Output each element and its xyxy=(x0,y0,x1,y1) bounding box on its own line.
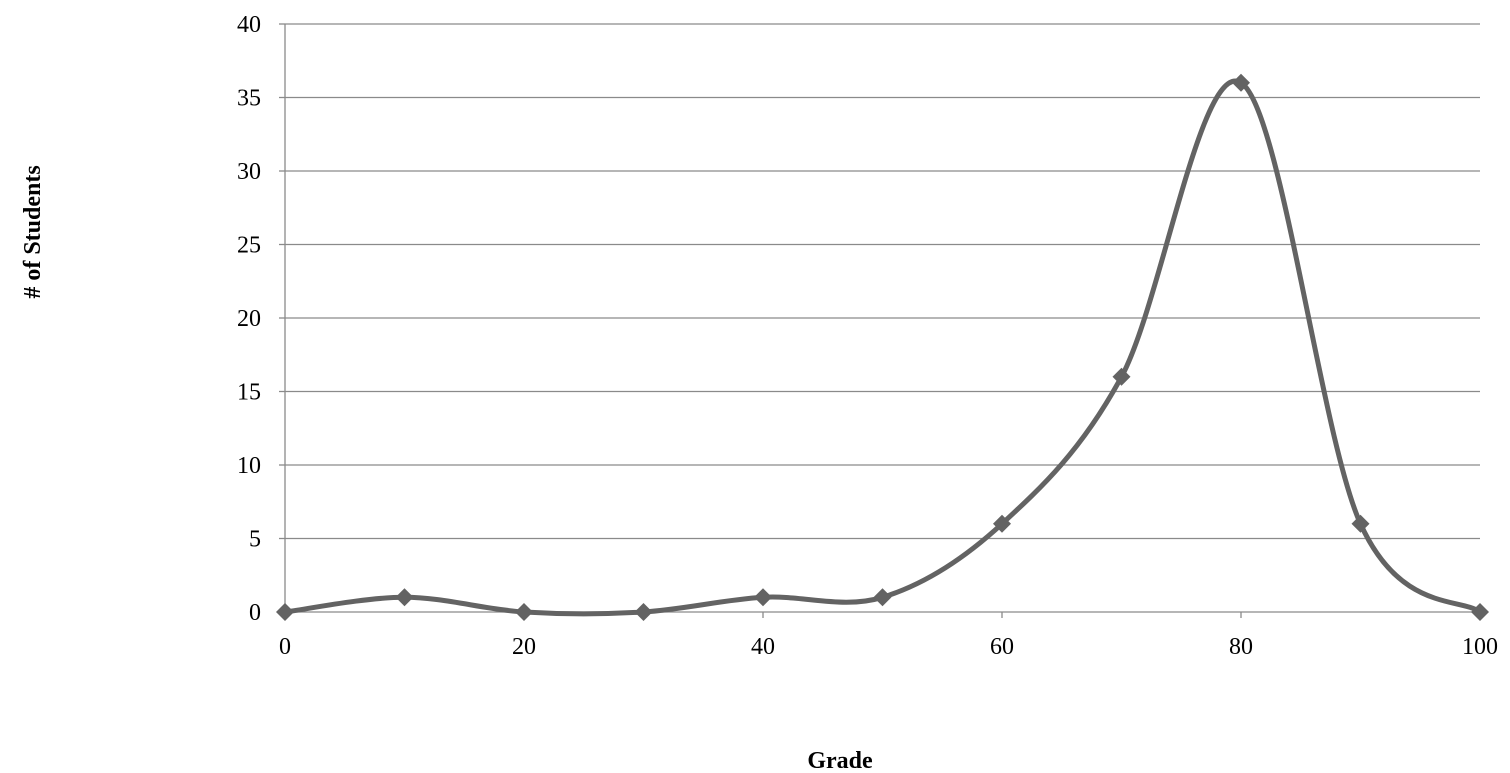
x-tick-label: 100 xyxy=(1462,634,1498,660)
y-tick-label: 5 xyxy=(249,527,261,553)
y-tick-label: 20 xyxy=(237,306,261,332)
series-line xyxy=(282,78,1483,617)
x-tick-label: 20 xyxy=(512,634,536,660)
markers xyxy=(276,73,1489,621)
data-point-marker xyxy=(873,588,892,607)
data-point-marker xyxy=(515,603,533,621)
x-tick-label: 0 xyxy=(279,634,291,660)
x-tick-label: 40 xyxy=(751,634,775,660)
y-tick-label: 35 xyxy=(237,86,261,112)
x-tick-label: 80 xyxy=(1229,634,1253,660)
y-tick-label: 10 xyxy=(237,453,261,479)
data-point-marker xyxy=(1112,367,1131,386)
axes xyxy=(279,23,1481,618)
series xyxy=(282,78,1483,617)
x-tick-label: 60 xyxy=(990,634,1014,660)
tick-labels: 0 5 10 15 20 25 30 35 40 0 20 40 60 80 100 xyxy=(237,12,1498,660)
y-tick-label: 25 xyxy=(237,233,261,259)
grid-lines xyxy=(285,23,1480,540)
y-tick-label: 40 xyxy=(237,12,261,38)
data-point-marker xyxy=(1471,603,1489,621)
y-axis-title: # of Students xyxy=(20,165,46,298)
data-point-marker xyxy=(1351,514,1370,533)
x-axis-title: Grade xyxy=(807,748,873,773)
data-point-marker xyxy=(634,603,653,621)
data-point-marker xyxy=(276,603,294,621)
data-point-marker xyxy=(395,588,414,607)
y-tick-label: 30 xyxy=(237,159,261,185)
data-point-marker xyxy=(754,588,772,607)
data-point-marker xyxy=(993,514,1011,533)
y-tick-label: 0 xyxy=(249,600,261,626)
data-point-marker xyxy=(1232,73,1250,92)
y-tick-label: 15 xyxy=(237,380,261,406)
